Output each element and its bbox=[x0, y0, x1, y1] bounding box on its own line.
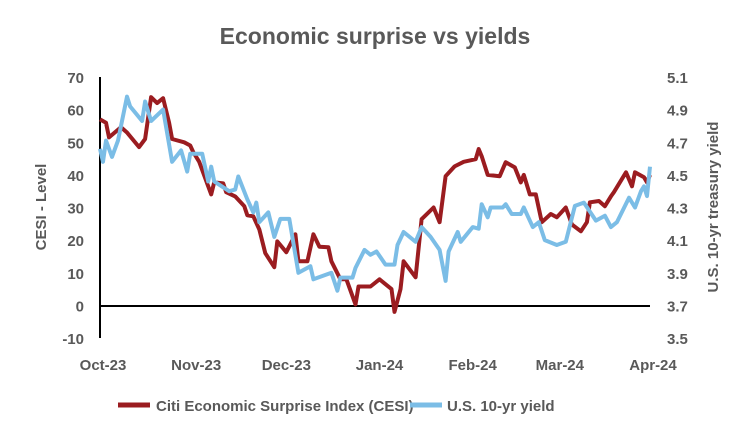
x-tick-label: Mar-24 bbox=[536, 357, 585, 374]
y-tick-label-left: 30 bbox=[67, 201, 84, 218]
y-tick-label-left: 50 bbox=[67, 135, 84, 152]
x-tick-label: Oct-23 bbox=[80, 357, 127, 374]
y-tick-label-right: 4.7 bbox=[667, 135, 688, 152]
y-tick-label-right: 4.9 bbox=[667, 103, 688, 120]
y-tick-label-left: 10 bbox=[67, 266, 84, 283]
legend: Citi Economic Surprise Index (CESI) U.S.… bbox=[118, 398, 555, 415]
y-tick-label-right: 3.5 bbox=[667, 331, 688, 348]
legend-label-cesi: Citi Economic Surprise Index (CESI) bbox=[156, 398, 414, 415]
y-tick-label-left: 70 bbox=[67, 70, 84, 87]
y-tick-label-right: 3.7 bbox=[667, 298, 688, 315]
x-tick-label: Apr-24 bbox=[629, 357, 677, 374]
y-tick-label-right: 4.1 bbox=[667, 233, 688, 250]
series-line-yield bbox=[98, 94, 652, 293]
chart-title: Economic surprise vs yields bbox=[220, 23, 531, 49]
y-ticks-right: 5.1 4.9 4.7 4.5 4.3 4.1 3.9 3.7 3.5 bbox=[667, 70, 688, 348]
x-tick-label: Dec-23 bbox=[262, 357, 311, 374]
y-tick-label-left: 20 bbox=[67, 233, 84, 250]
y-axis-label-left: CESI - Level bbox=[33, 164, 50, 251]
y-tick-label-left: 0 bbox=[76, 298, 84, 315]
y-tick-label-left: 60 bbox=[67, 103, 84, 120]
x-tick-label: Feb-24 bbox=[448, 357, 497, 374]
y-tick-label-left: -10 bbox=[62, 331, 84, 348]
x-tick-label: Jan-24 bbox=[356, 357, 404, 374]
y-tick-label-right: 5.1 bbox=[667, 70, 688, 87]
y-tick-label-left: 40 bbox=[67, 168, 84, 185]
y-axis-label-right: U.S. 10-yr treasury yield bbox=[705, 122, 722, 293]
y-tick-label-right: 4.5 bbox=[667, 168, 688, 185]
y-ticks-left: 70 60 50 40 30 20 10 0 -10 bbox=[62, 70, 84, 348]
y-tick-label-right: 4.3 bbox=[667, 201, 688, 218]
y-tick-label-right: 3.9 bbox=[667, 266, 688, 283]
legend-label-yield: U.S. 10-yr yield bbox=[447, 398, 555, 415]
series-line-cesi bbox=[99, 95, 652, 314]
x-ticks: Oct-23 Nov-23 Dec-23 Jan-24 Feb-24 Mar-24 Apr-… bbox=[80, 357, 678, 374]
x-tick-label: Nov-23 bbox=[171, 357, 221, 374]
